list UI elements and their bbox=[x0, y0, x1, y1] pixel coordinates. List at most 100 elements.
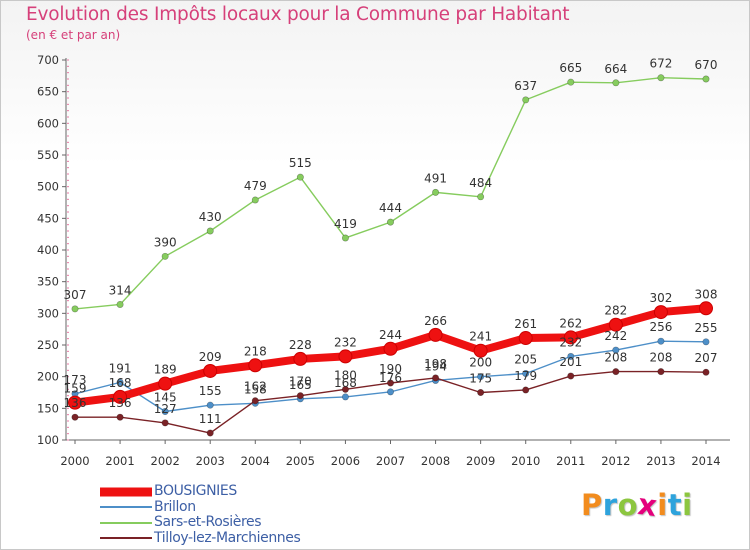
data-point bbox=[657, 337, 665, 345]
data-point bbox=[477, 373, 485, 381]
data-point bbox=[248, 358, 263, 373]
x-tick-label: 2007 bbox=[376, 454, 405, 468]
data-label: 672 bbox=[649, 57, 672, 71]
data-point bbox=[612, 346, 620, 354]
data-label: 232 bbox=[334, 335, 357, 349]
data-point bbox=[203, 363, 218, 378]
data-label: 168 bbox=[334, 376, 357, 390]
data-point bbox=[702, 368, 710, 376]
y-tick-label: 150 bbox=[37, 401, 59, 415]
data-label: 180 bbox=[334, 368, 357, 382]
data-label: 670 bbox=[695, 58, 718, 72]
data-point bbox=[251, 196, 259, 204]
data-point bbox=[113, 389, 128, 404]
data-point bbox=[161, 407, 169, 415]
logo-letter: i bbox=[682, 488, 693, 522]
x-tick-label: 2001 bbox=[105, 454, 134, 468]
legend-swatch bbox=[100, 521, 152, 524]
x-tick-label: 2013 bbox=[646, 454, 675, 468]
x-tick-label: 2012 bbox=[601, 454, 630, 468]
data-point bbox=[296, 392, 304, 400]
data-label: 208 bbox=[604, 351, 627, 365]
data-point bbox=[473, 343, 488, 358]
data-label: 491 bbox=[424, 171, 447, 185]
data-label: 430 bbox=[199, 210, 222, 224]
data-point bbox=[702, 75, 710, 83]
legend-label: BOUSIGNIES bbox=[154, 483, 237, 499]
data-point bbox=[432, 188, 440, 196]
data-point bbox=[68, 395, 82, 410]
logo-letter: t bbox=[667, 488, 683, 522]
data-label: 200 bbox=[469, 356, 492, 370]
logo-letter: o bbox=[617, 488, 639, 522]
data-label: 232 bbox=[559, 335, 582, 349]
data-label: 244 bbox=[379, 328, 402, 342]
data-point bbox=[158, 376, 173, 391]
data-label: 261 bbox=[514, 317, 537, 331]
data-point bbox=[116, 300, 124, 308]
data-label: 194 bbox=[424, 359, 447, 373]
logo-letter: x bbox=[635, 486, 660, 524]
data-point bbox=[477, 388, 485, 396]
data-label: 484 bbox=[469, 176, 492, 190]
data-label: 444 bbox=[379, 201, 402, 215]
y-tick-label: 500 bbox=[37, 180, 59, 194]
data-point bbox=[341, 385, 349, 393]
logo-letter: i bbox=[657, 488, 668, 522]
data-label: 170 bbox=[289, 375, 312, 389]
x-tick-label: 2008 bbox=[421, 454, 450, 468]
data-point bbox=[161, 252, 169, 260]
data-point bbox=[296, 173, 304, 181]
y-tick-label: 300 bbox=[37, 306, 59, 320]
x-tick-label: 2010 bbox=[511, 454, 540, 468]
x-tick-label: 2002 bbox=[151, 454, 180, 468]
data-point bbox=[518, 331, 533, 346]
data-label: 162 bbox=[244, 380, 267, 394]
y-tick-label: 250 bbox=[37, 338, 59, 352]
data-label: 111 bbox=[199, 412, 222, 426]
data-label: 158 bbox=[244, 382, 267, 396]
x-tick-label: 2000 bbox=[60, 454, 89, 468]
data-label: 308 bbox=[695, 287, 718, 301]
legend-label: Sars-et-Rosières bbox=[154, 514, 262, 530]
x-tick-label: 2006 bbox=[331, 454, 360, 468]
x-tick-label: 2009 bbox=[466, 454, 495, 468]
data-point bbox=[563, 330, 578, 345]
data-point bbox=[386, 379, 394, 387]
data-point bbox=[116, 413, 124, 421]
data-point bbox=[477, 193, 485, 201]
y-tick-label: 100 bbox=[37, 433, 59, 447]
chart-subtitle: (en € et par an) bbox=[26, 28, 121, 42]
y-tick-label: 200 bbox=[37, 370, 59, 384]
data-label: 314 bbox=[109, 283, 132, 297]
data-label: 127 bbox=[154, 402, 177, 416]
y-tick-label: 700 bbox=[37, 53, 59, 67]
data-point bbox=[702, 338, 710, 346]
data-label: 168 bbox=[109, 376, 132, 390]
data-point bbox=[522, 369, 530, 377]
data-label: 266 bbox=[424, 314, 447, 328]
data-point bbox=[653, 305, 668, 320]
data-label: 228 bbox=[289, 338, 312, 352]
data-label: 165 bbox=[289, 378, 312, 392]
data-label: 307 bbox=[64, 288, 87, 302]
data-label: 207 bbox=[695, 351, 718, 365]
legend-swatch bbox=[100, 487, 152, 497]
data-label: 665 bbox=[559, 61, 582, 75]
data-label: 145 bbox=[154, 391, 177, 405]
legend-label: Brillon bbox=[154, 498, 196, 515]
data-label: 201 bbox=[559, 355, 582, 369]
data-label: 190 bbox=[379, 362, 402, 376]
data-point bbox=[206, 429, 214, 437]
x-tick-label: 2011 bbox=[556, 454, 585, 468]
data-point bbox=[567, 352, 575, 360]
y-tick-label: 350 bbox=[37, 275, 59, 289]
data-point bbox=[71, 413, 79, 421]
data-point bbox=[657, 74, 665, 82]
data-label: 256 bbox=[649, 320, 672, 334]
chart-title: Evolution des Impôts locaux pour la Comm… bbox=[26, 4, 570, 25]
y-tick-label: 650 bbox=[37, 85, 59, 99]
data-point bbox=[338, 349, 353, 364]
data-point bbox=[71, 305, 79, 313]
data-label: 136 bbox=[109, 396, 132, 410]
